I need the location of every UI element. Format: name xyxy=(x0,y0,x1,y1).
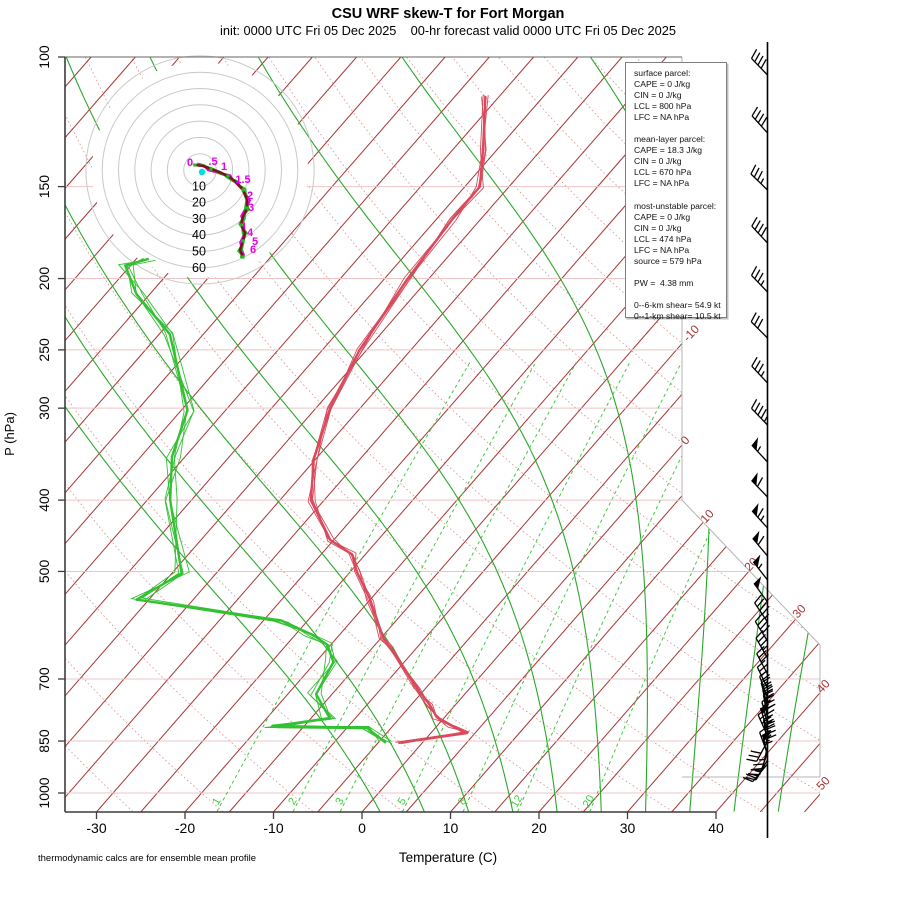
info-line: CIN = 0 J/kg xyxy=(634,156,682,167)
info-line: LCL = 670 hPa xyxy=(634,167,692,178)
svg-text:1000: 1000 xyxy=(36,777,52,808)
svg-text:30: 30 xyxy=(620,820,636,836)
svg-text:-30: -30 xyxy=(86,820,106,836)
info-line xyxy=(634,190,726,201)
y-axis-title: P (hPa) xyxy=(2,412,17,456)
svg-text:6: 6 xyxy=(250,244,256,256)
info-line: CAPE = 18.3 J/kg xyxy=(634,145,703,156)
svg-text:2: 2 xyxy=(247,190,253,202)
svg-text:-20: -20 xyxy=(175,820,195,836)
svg-text:30: 30 xyxy=(789,601,809,621)
svg-text:250: 250 xyxy=(36,338,52,362)
svg-text:20: 20 xyxy=(531,820,547,836)
info-line xyxy=(634,289,726,300)
axes: -30 -20 -10 0 10 20 30 401001502002503004005007… xyxy=(36,45,724,836)
chart-subtitle: init: 0000 UTC Fri 05 Dec 2025 00-hr for… xyxy=(220,23,676,38)
svg-text:0: 0 xyxy=(187,157,193,169)
svg-text:40: 40 xyxy=(708,820,724,836)
info-line: LFC = NA hPa xyxy=(634,178,690,189)
svg-text:8: 8 xyxy=(456,796,469,807)
svg-text:-10: -10 xyxy=(680,322,702,344)
svg-text:10: 10 xyxy=(697,506,717,526)
info-line: LCL = 800 hPa xyxy=(634,101,692,112)
svg-text:20: 20 xyxy=(192,196,206,210)
wind-barbs xyxy=(742,42,777,838)
info-line: CAPE = 0 J/kg xyxy=(634,211,691,222)
info-line: PW = 4.38 mm xyxy=(634,277,694,288)
footer-note: thermodynamic calcs are for ensemble mea… xyxy=(38,853,256,864)
svg-text:30: 30 xyxy=(192,212,206,226)
svg-text:12: 12 xyxy=(509,793,526,810)
svg-text:2: 2 xyxy=(286,796,299,807)
info-line: LFC = NA hPa xyxy=(634,244,690,255)
svg-text:10: 10 xyxy=(443,820,459,836)
svg-text:1: 1 xyxy=(221,161,227,173)
svg-text:0: 0 xyxy=(678,433,693,448)
parcel-info-box: surface parcel: CAPE = 0 J/kg CIN = 0 J/kg… xyxy=(625,62,727,321)
svg-text:150: 150 xyxy=(36,175,52,199)
info-line: 0--6-km shear= 54.9 kt xyxy=(634,299,721,310)
info-line: LFC = NA hPa xyxy=(634,112,690,123)
svg-text:3: 3 xyxy=(333,796,346,807)
info-line: 0--1-km shear= 10.5 kt xyxy=(634,311,721,322)
svg-text:200: 200 xyxy=(36,267,52,291)
svg-text:500: 500 xyxy=(36,560,52,584)
info-line xyxy=(634,267,726,278)
svg-text:40: 40 xyxy=(192,228,206,242)
info-line: mean-layer parcel: xyxy=(634,134,706,145)
info-line: CAPE = 0 J/kg xyxy=(634,79,691,90)
pressure-gridlines xyxy=(65,186,820,794)
svg-text:20: 20 xyxy=(581,793,598,810)
temperature-profile xyxy=(307,94,489,745)
svg-text:5: 5 xyxy=(252,236,258,248)
info-line: surface parcel: xyxy=(634,68,691,78)
svg-text:.5: .5 xyxy=(208,156,217,168)
svg-text:0: 0 xyxy=(358,820,366,836)
svg-text:850: 850 xyxy=(36,729,52,753)
svg-text:100: 100 xyxy=(36,45,52,69)
svg-text:700: 700 xyxy=(36,667,52,691)
svg-text:50: 50 xyxy=(192,245,206,259)
svg-text:400: 400 xyxy=(36,488,52,512)
svg-text:5: 5 xyxy=(396,796,409,807)
svg-text:60: 60 xyxy=(192,261,206,275)
svg-text:10: 10 xyxy=(192,179,206,193)
svg-text:-10: -10 xyxy=(263,820,283,836)
svg-text:1.5: 1.5 xyxy=(235,174,250,186)
info-line: most-unstable parcel: xyxy=(634,200,717,211)
info-line: CIN = 0 J/kg xyxy=(634,90,682,101)
dewpoint-profile xyxy=(117,257,393,745)
info-line: source = 579 hPa xyxy=(634,255,702,266)
info-line xyxy=(634,123,726,134)
x-axis-title: Temperature (C) xyxy=(399,850,497,865)
chart-title: CSU WRF skew-T for Fort Morgan xyxy=(332,6,565,22)
svg-text:4: 4 xyxy=(247,227,254,239)
hodograph: 10 20 30 40 50 60 0 .5 1 1.5 23 456 xyxy=(85,55,315,285)
mixing-ratio-lines xyxy=(216,362,790,812)
info-line: CIN = 0 J/kg xyxy=(634,222,682,233)
svg-text:3: 3 xyxy=(248,202,254,214)
svg-text:300: 300 xyxy=(36,396,52,420)
info-line: LCL = 474 hPa xyxy=(634,233,692,244)
svg-text:1: 1 xyxy=(210,796,223,807)
